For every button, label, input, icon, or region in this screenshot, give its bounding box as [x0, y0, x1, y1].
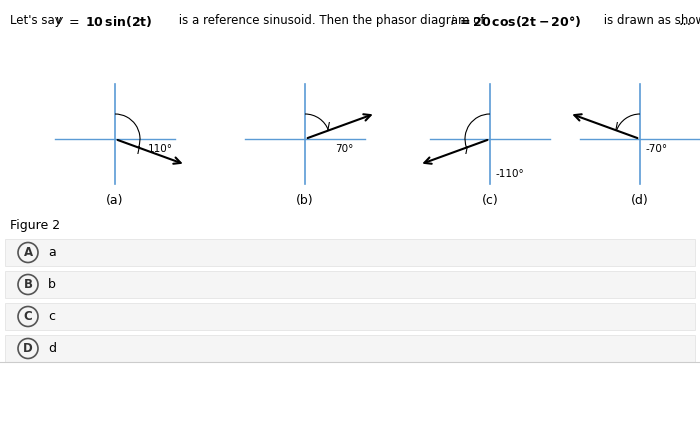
- Text: (c): (c): [482, 194, 498, 207]
- Text: is drawn as shown in Figure 2.: is drawn as shown in Figure 2.: [600, 14, 700, 27]
- Text: (b): (b): [296, 194, 314, 207]
- Text: -110°: -110°: [495, 169, 524, 179]
- Text: ...: ...: [678, 14, 691, 28]
- Text: $i$: $i$: [450, 14, 455, 28]
- Text: I: I: [137, 145, 140, 155]
- FancyBboxPatch shape: [5, 271, 695, 298]
- Text: I: I: [465, 145, 468, 155]
- Text: I: I: [615, 122, 618, 132]
- Text: is a reference sinusoid. Then the phasor diagram of: is a reference sinusoid. Then the phasor…: [175, 14, 489, 27]
- Text: Figure 2: Figure 2: [10, 219, 60, 232]
- Text: $= $ $\mathbf{10\,sin(2t)}$: $= $ $\mathbf{10\,sin(2t)}$: [62, 14, 153, 29]
- Text: -70°: -70°: [645, 144, 667, 154]
- Text: a: a: [48, 246, 56, 259]
- FancyBboxPatch shape: [5, 335, 695, 362]
- Text: $\mathbf{= 20\,cos(2t - 20°)}$: $\mathbf{= 20\,cos(2t - 20°)}$: [457, 14, 581, 29]
- Text: (d): (d): [631, 194, 649, 207]
- Text: $v$: $v$: [55, 14, 64, 27]
- Text: D: D: [23, 342, 33, 355]
- Text: 110°: 110°: [148, 144, 173, 154]
- Text: b: b: [48, 278, 56, 291]
- Text: Let's say: Let's say: [10, 14, 66, 27]
- Text: 70°: 70°: [335, 144, 354, 154]
- FancyBboxPatch shape: [5, 239, 695, 266]
- Text: B: B: [24, 278, 32, 291]
- Text: (a): (a): [106, 194, 124, 207]
- FancyBboxPatch shape: [5, 303, 695, 330]
- Text: C: C: [24, 310, 32, 323]
- Text: d: d: [48, 342, 56, 355]
- Text: c: c: [48, 310, 55, 323]
- Text: I: I: [327, 122, 330, 132]
- Text: A: A: [23, 246, 33, 259]
